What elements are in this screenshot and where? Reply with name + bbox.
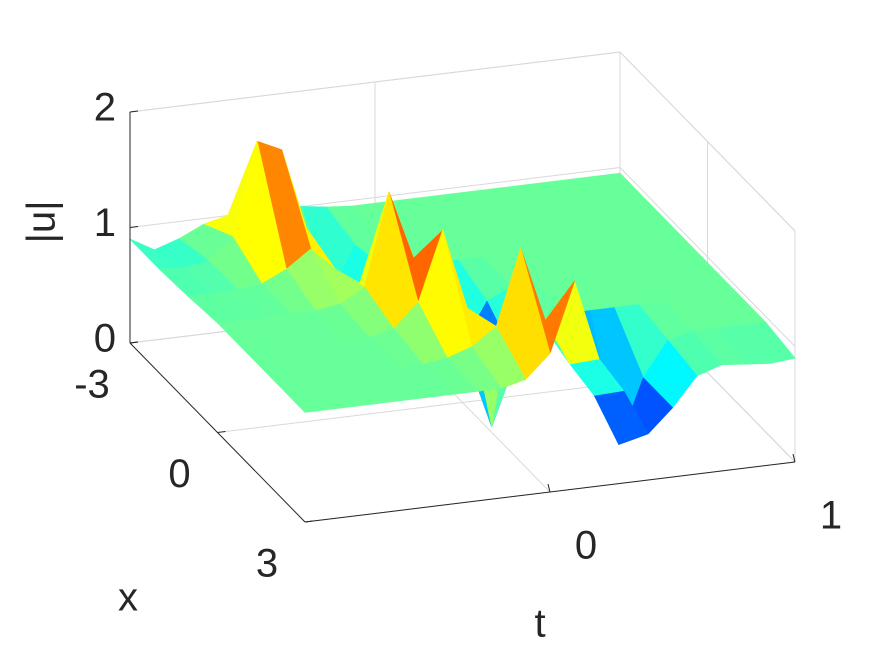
t-tick	[547, 483, 551, 493]
t-tick-label: 1	[820, 494, 842, 538]
x-axis-label: x	[118, 576, 138, 620]
grid-line	[129, 167, 621, 228]
axes: 012-303 01	[74, 86, 842, 586]
surface	[129, 140, 796, 445]
z-axis-label: |u|	[20, 200, 64, 243]
t-tick-label: 0	[575, 524, 597, 568]
z-tick	[129, 226, 139, 228]
surface-patch	[275, 378, 330, 413]
t-axis-label: t	[534, 602, 545, 646]
grid-line	[129, 51, 621, 113]
grid-line	[619, 51, 796, 232]
x-tick	[129, 341, 139, 344]
x-tick-label: 3	[256, 542, 278, 586]
x-tick	[217, 431, 226, 433]
x-tick	[304, 520, 314, 523]
t-tick	[792, 453, 796, 463]
z-tick-label: 2	[94, 86, 116, 130]
x-tick-label: -3	[74, 363, 110, 407]
z-tick-label: 1	[94, 201, 116, 245]
z-tick-label: 0	[94, 317, 116, 361]
z-tick	[129, 110, 139, 113]
x-tick-label: 0	[168, 452, 190, 496]
grid-line	[619, 167, 796, 347]
